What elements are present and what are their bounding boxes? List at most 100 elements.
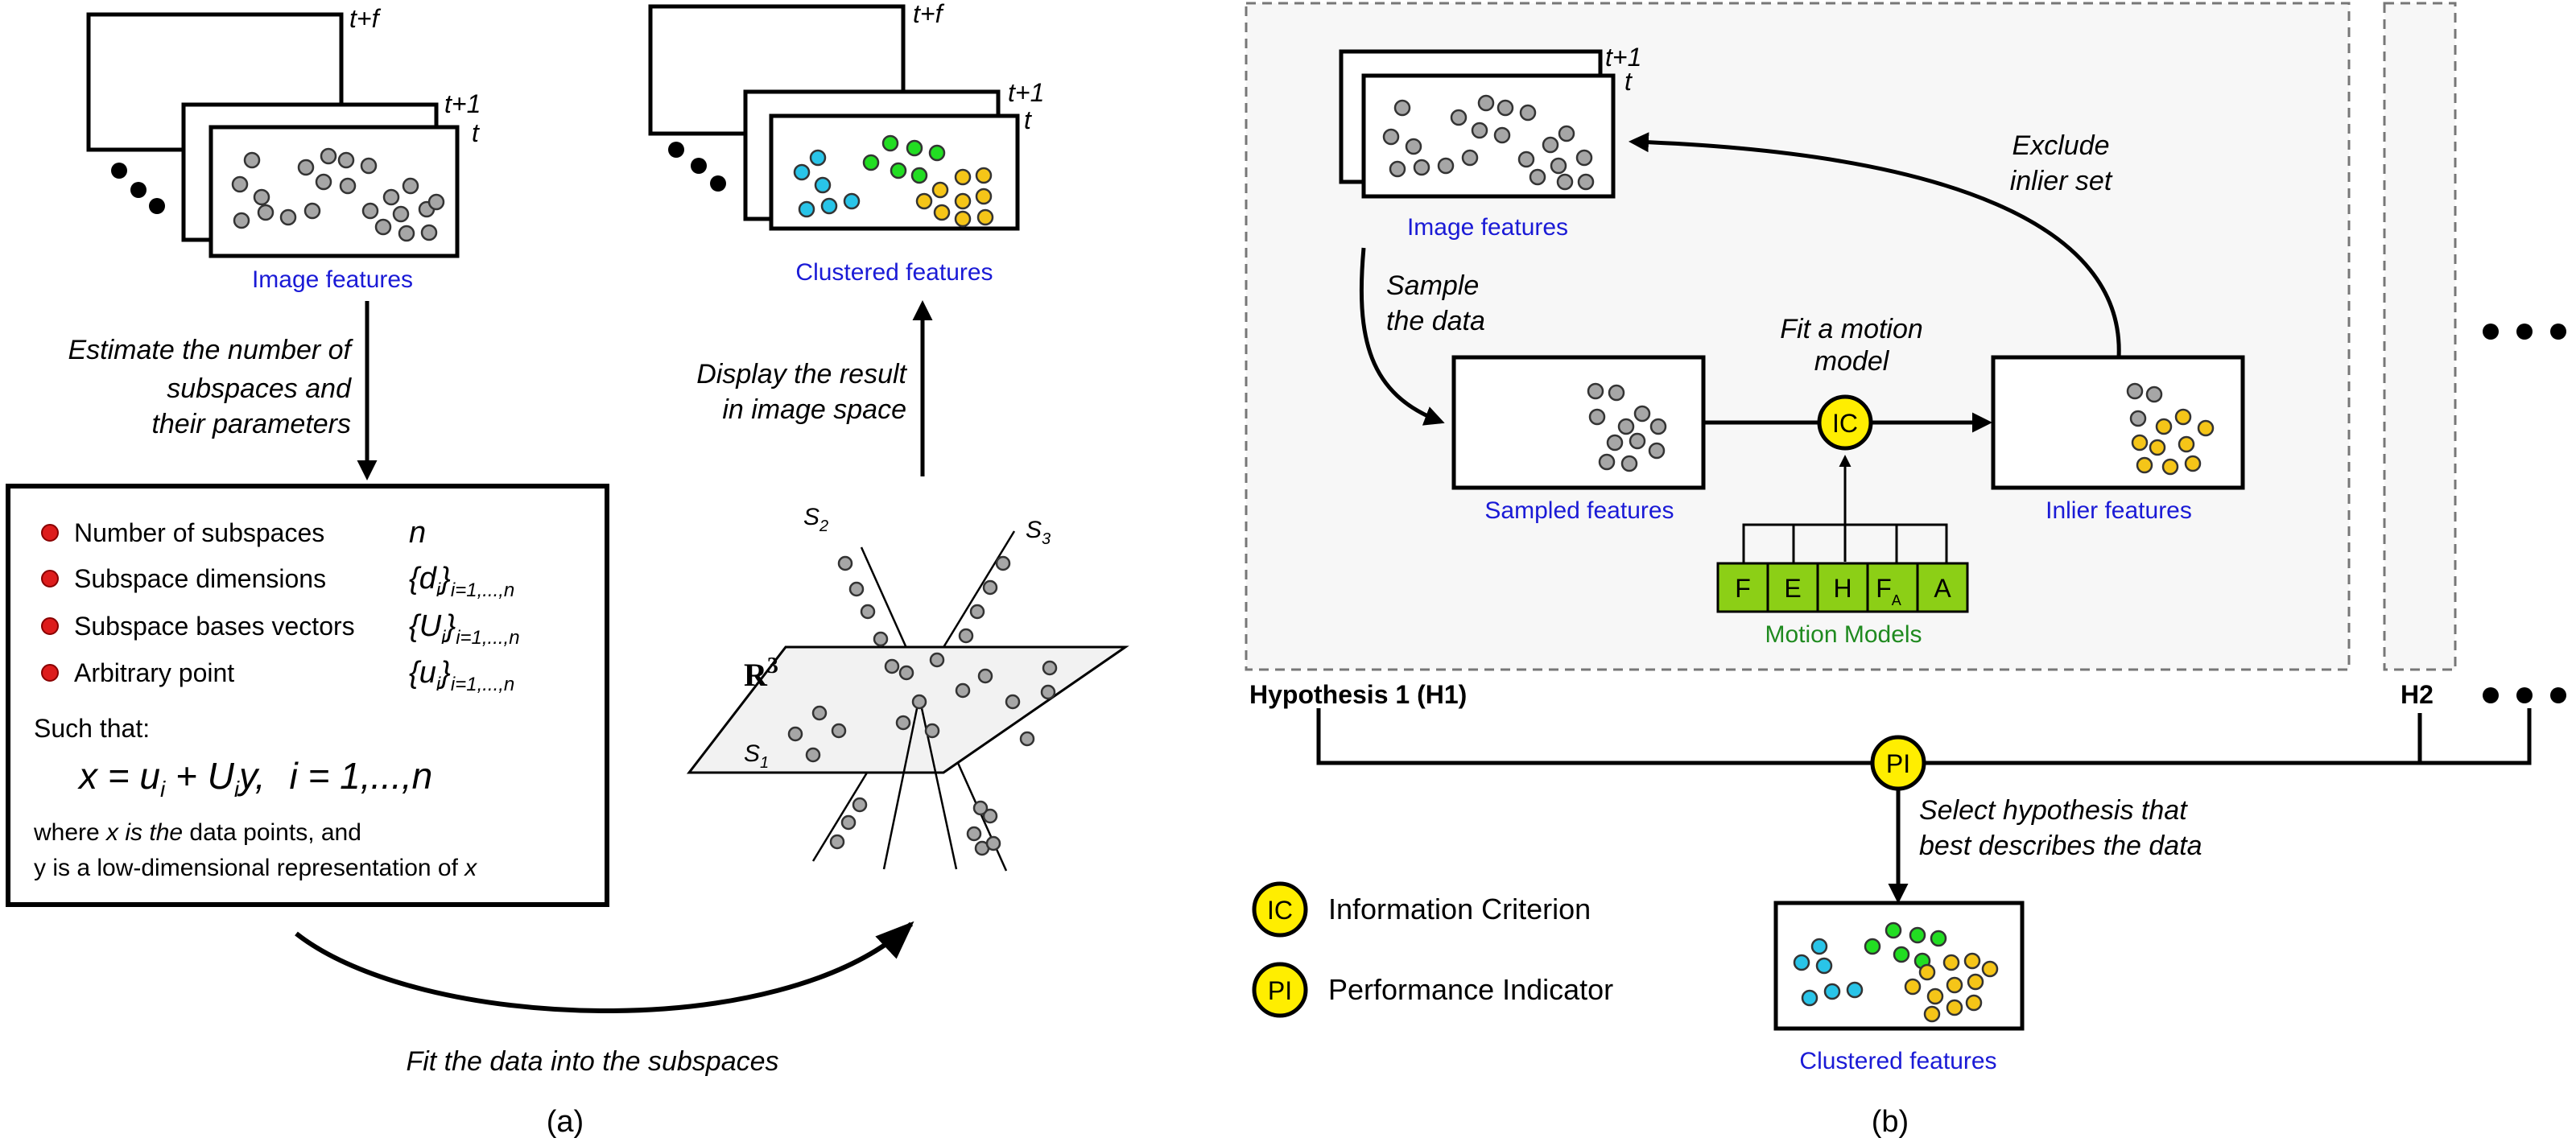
clustered-frame-stack: t+f t+1 t Clustered features (648, 0, 1044, 286)
estimate-line-3: their parameters (151, 409, 351, 439)
bullet-symbol: {Ui}i=1,...,n (409, 609, 520, 649)
caption-b: (b) (1872, 1105, 1909, 1139)
ellipsis-dot (710, 175, 726, 192)
yellow-cluster (915, 167, 994, 228)
r3-label: R3 (744, 653, 778, 693)
model-a (1916, 562, 1969, 613)
ellipsis-dot (149, 198, 165, 214)
subspace-points (787, 555, 1058, 856)
hypothesis-ellipsis-top (2483, 324, 2566, 340)
select-line-2: best describes the data (1919, 831, 2202, 861)
green-cluster (862, 134, 946, 184)
model-e (1766, 562, 1819, 613)
s3-label: S3 (1026, 517, 1051, 548)
parameters-box: Number of subspaces n Subspace dimension… (6, 484, 609, 907)
sampled-points (1587, 382, 1667, 472)
ellipsis-dot (668, 142, 684, 158)
pi-label: PI (1886, 749, 1910, 778)
legend-pi-label: Performance Indicator (1328, 973, 1613, 1006)
estimate-line-2: subspaces and (167, 373, 352, 404)
pi-badge (1870, 735, 1926, 791)
legend-pi-badge-text: PI (1268, 976, 1292, 1005)
exclude-line-2: inlier set (2010, 166, 2113, 196)
image-feature-points (231, 147, 445, 242)
equation: x = ui + Uiy, i = 1,...,n (77, 755, 432, 802)
red-bullet (41, 570, 59, 587)
fit-arrow (295, 921, 914, 1013)
subspace-illustration: R3 S2 S3 S1 (686, 504, 1129, 872)
image-feature-points (1382, 94, 1595, 191)
bullet-symbol: {di}i=1,...,n (409, 562, 514, 601)
bullet-label: Subspace bases vectors (74, 612, 355, 641)
label-t: t (1024, 105, 1032, 134)
ellipsis-dot (691, 158, 707, 174)
ellipsis-dot (2550, 687, 2566, 703)
sample-arrow (1359, 247, 1445, 426)
bullet-symbol: {ui}i=1,...,n (409, 656, 514, 695)
model-f-label: F (1735, 574, 1751, 603)
fit-line-1: Fit a motion (1780, 314, 1923, 344)
sampled-features-label: Sampled features (1484, 497, 1674, 524)
bullet-list: Number of subspaces n Subspace dimension… (41, 516, 520, 695)
legend-ic-label: Information Criterion (1328, 893, 1591, 926)
parameters-box-frame (6, 484, 609, 907)
subspace-line-s2-front (918, 696, 958, 870)
caption-a: (a) (547, 1105, 584, 1139)
such-that-label: Such that: (34, 714, 150, 743)
exclude-arrow (1629, 132, 2121, 358)
ellipsis-dot (2550, 324, 2566, 340)
hypothesis-1-label: Hypothesis 1 (H1) (1249, 680, 1467, 709)
model-fa-label: FA (1876, 574, 1901, 608)
model-f (1716, 562, 1769, 613)
legend-ic-badge-text: IC (1267, 896, 1293, 925)
red-bullet (41, 617, 59, 635)
clustered-features-label: Clustered features (1799, 1048, 1996, 1074)
ellipsis-dots (668, 142, 726, 192)
subspace-line-s3-front (882, 696, 921, 870)
legend-ic-badge (1252, 881, 1308, 938)
exclude-line-1: Exclude (2013, 130, 2110, 161)
hypothesis-2-region (2383, 2, 2457, 671)
label-t-plus-1: t+1 (444, 89, 481, 118)
select-line-1: Select hypothesis that (1919, 795, 2188, 826)
image-frame-stack: t+f t+1 t Image features (86, 4, 481, 293)
h2-label: H2 (2401, 680, 2434, 709)
inlier-points (2126, 382, 2215, 476)
bullet-symbol: n (409, 516, 426, 550)
where-line-2: y is a low-dimensional representation of… (34, 855, 477, 881)
label-t: t (472, 118, 480, 147)
legend-pi-badge (1252, 962, 1308, 1018)
ic-badge (1817, 394, 1873, 451)
ellipsis-dot (130, 182, 147, 198)
subspace-plane-s1 (686, 645, 1129, 774)
display-line-2: in image space (722, 394, 906, 425)
ellipsis-dot (2483, 324, 2499, 340)
s2-label: S2 (803, 504, 828, 535)
ellipsis-dot (2516, 687, 2533, 703)
model-h-label: H (1833, 574, 1852, 603)
model-e-label: E (1784, 574, 1801, 603)
label-t-plus-1: t+1 (1605, 43, 1641, 72)
bullet-label: Subspace dimensions (74, 564, 326, 593)
s1-label: S1 (744, 740, 769, 772)
panel-a: t+f t+1 t Image features Est (6, 0, 1129, 1139)
frame-t (1361, 73, 1616, 199)
panel-b: t+1 t Image features Sample the data (1245, 2, 2566, 1139)
ic-label: IC (1832, 409, 1858, 438)
red-bullet (41, 664, 59, 682)
label-t: t (1624, 67, 1633, 96)
inlier-features-label: Inlier features (2046, 497, 2192, 524)
hypothesis-ellipsis-bottom (2483, 687, 2566, 703)
clustered-features-label: Clustered features (795, 259, 993, 286)
sampled-features-box (1451, 355, 1706, 490)
display-line-1: Display the result (696, 359, 907, 390)
ellipsis-dots (111, 163, 165, 214)
motion-models-label: Motion Models (1765, 621, 1922, 648)
label-t-plus-1: t+1 (1008, 78, 1044, 107)
final-yellow-cluster (1904, 952, 1999, 1023)
red-bullet (41, 524, 59, 542)
legend: IC Information Criterion PI Performance … (1252, 881, 1613, 1018)
image-features-label: Image features (252, 266, 413, 293)
bullet-label: Number of subspaces (74, 518, 324, 547)
